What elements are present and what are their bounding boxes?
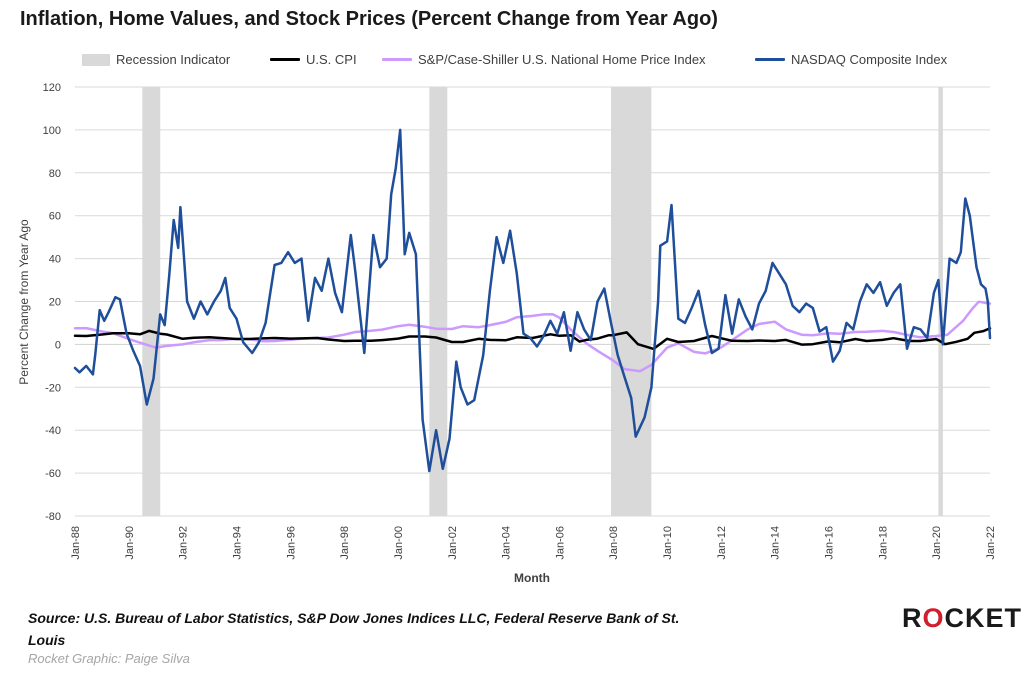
x-tick-label: Jan-92: [178, 526, 190, 560]
recession-band: [429, 87, 448, 516]
logo-letter-o: O: [922, 603, 945, 633]
legend-label-home-price: S&P/Case-Shiller U.S. National Home Pric…: [418, 52, 706, 67]
y-tick-label: 20: [49, 297, 61, 309]
axis-ticks: -80 -60 -40 -20 0 20 40 60 80 100 120 Jan-88 Jan-90 J…: [43, 82, 997, 560]
recession-band: [610, 87, 652, 516]
graphic-credit: Rocket Graphic: Paige Silva: [28, 651, 190, 666]
y-tick-label: -60: [45, 468, 61, 480]
y-tick-label: 40: [49, 254, 61, 266]
x-tick-label: Jan-14: [770, 526, 782, 560]
logo-letters-cket: CKET: [944, 603, 1023, 633]
legend-swatch-recession: [82, 53, 110, 66]
x-tick-label: Jan-88: [70, 526, 82, 560]
y-axis-label: Percent Change from Year Ago: [17, 219, 31, 385]
y-tick-label: 0: [55, 339, 61, 351]
logo-letter-r: R: [902, 603, 923, 633]
x-tick-label: Jan-18: [877, 526, 889, 560]
legend-item-recession: Recession Indicator: [82, 52, 230, 67]
y-tick-label: -40: [45, 425, 61, 437]
series-line-nasdaq: [73, 128, 992, 473]
legend-label-recession: Recession Indicator: [116, 52, 231, 67]
source-note: Source: U.S. Bureau of Labor Statistics,…: [28, 610, 680, 648]
x-tick-label: Jan-90: [124, 526, 136, 560]
x-tick-label: Jan-02: [447, 526, 459, 560]
legend-label-cpi: U.S. CPI: [306, 52, 357, 67]
x-tick-label: Jan-22: [985, 526, 997, 560]
legend-swatch-cpi: [270, 58, 300, 61]
y-tick-label: 60: [49, 211, 61, 223]
series-line-cpi: [73, 327, 992, 351]
y-tick-label: 100: [43, 125, 61, 137]
y-tick-label: -20: [45, 382, 61, 394]
x-tick-label: Jan-98: [339, 526, 351, 560]
x-tick-label: Jan-08: [608, 526, 620, 560]
legend-item-home-price: S&P/Case-Shiller U.S. National Home Pric…: [382, 52, 706, 67]
x-tick-label: Jan-10: [662, 526, 674, 560]
legend-swatch-nasdaq: [755, 58, 785, 61]
gridlines: [75, 86, 990, 517]
legend-label-nasdaq: NASDAQ Composite Index: [791, 52, 948, 67]
x-tick-label: Jan-20: [931, 526, 943, 560]
series-lines: [73, 128, 992, 473]
legend: Recession Indicator U.S. CPI S&P/Case-Sh…: [0, 50, 1024, 72]
y-tick-label: 80: [49, 168, 61, 180]
line-chart: -80 -60 -40 -20 0 20 40 60 80 100 120 Jan-88 Jan-90 J…: [17, 82, 997, 585]
x-tick-label: Jan-00: [393, 526, 405, 560]
legend-item-nasdaq: NASDAQ Composite Index: [755, 52, 947, 67]
recession-bands: [142, 87, 943, 516]
x-tick-label: Jan-96: [285, 526, 297, 560]
x-tick-label: Jan-12: [716, 526, 728, 560]
x-axis-label: Month: [514, 571, 550, 585]
legend-swatch-home-price: [382, 58, 412, 61]
legend-item-cpi: U.S. CPI: [270, 52, 357, 67]
x-tick-label: Jan-04: [501, 526, 513, 560]
chart-title: Inflation, Home Values, and Stock Prices…: [20, 8, 718, 30]
x-tick-label: Jan-94: [231, 526, 243, 560]
y-tick-label: 120: [43, 82, 61, 94]
rocket-logo: ROCKET: [902, 603, 1022, 634]
recession-band: [142, 87, 161, 516]
x-tick-label: Jan-06: [554, 526, 566, 560]
y-tick-label: -80: [45, 511, 61, 523]
x-tick-label: Jan-16: [824, 526, 836, 560]
